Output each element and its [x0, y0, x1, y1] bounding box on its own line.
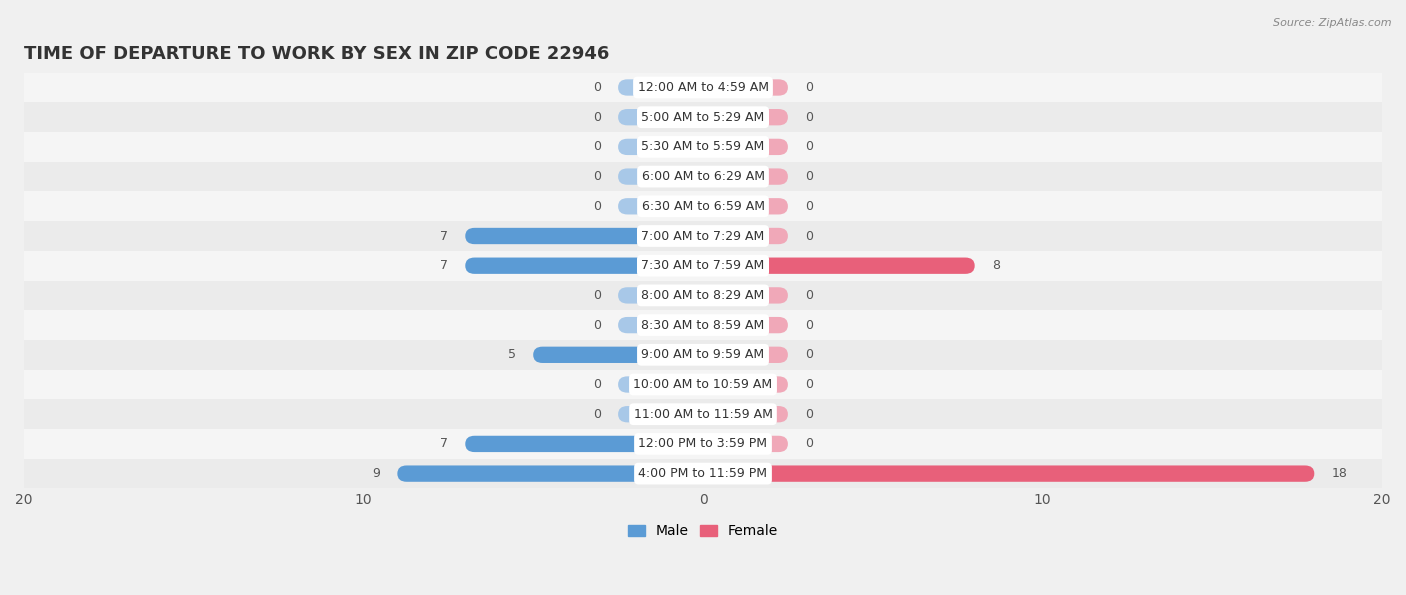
FancyBboxPatch shape	[619, 406, 703, 422]
FancyBboxPatch shape	[703, 347, 787, 363]
FancyBboxPatch shape	[24, 429, 1382, 459]
FancyBboxPatch shape	[619, 198, 703, 214]
Text: 5: 5	[508, 348, 516, 361]
Text: 0: 0	[804, 200, 813, 213]
FancyBboxPatch shape	[619, 317, 703, 333]
FancyBboxPatch shape	[24, 281, 1382, 310]
FancyBboxPatch shape	[703, 198, 787, 214]
Text: 12:00 AM to 4:59 AM: 12:00 AM to 4:59 AM	[637, 81, 769, 94]
FancyBboxPatch shape	[24, 340, 1382, 369]
FancyBboxPatch shape	[398, 465, 703, 482]
Text: 12:00 PM to 3:59 PM: 12:00 PM to 3:59 PM	[638, 437, 768, 450]
Text: 0: 0	[593, 140, 602, 154]
Text: 9:00 AM to 9:59 AM: 9:00 AM to 9:59 AM	[641, 348, 765, 361]
Text: 0: 0	[593, 408, 602, 421]
FancyBboxPatch shape	[703, 465, 1315, 482]
Text: 8: 8	[991, 259, 1000, 272]
FancyBboxPatch shape	[465, 228, 703, 244]
Text: 0: 0	[593, 318, 602, 331]
FancyBboxPatch shape	[703, 287, 787, 303]
FancyBboxPatch shape	[619, 79, 703, 96]
Text: 0: 0	[593, 289, 602, 302]
Text: 0: 0	[804, 437, 813, 450]
FancyBboxPatch shape	[703, 228, 787, 244]
Text: 0: 0	[593, 111, 602, 124]
FancyBboxPatch shape	[24, 251, 1382, 281]
FancyBboxPatch shape	[619, 139, 703, 155]
Text: 0: 0	[804, 140, 813, 154]
Text: 5:00 AM to 5:29 AM: 5:00 AM to 5:29 AM	[641, 111, 765, 124]
FancyBboxPatch shape	[24, 162, 1382, 192]
FancyBboxPatch shape	[703, 317, 787, 333]
Text: 0: 0	[804, 318, 813, 331]
FancyBboxPatch shape	[24, 459, 1382, 488]
FancyBboxPatch shape	[703, 139, 787, 155]
Text: 8:00 AM to 8:29 AM: 8:00 AM to 8:29 AM	[641, 289, 765, 302]
FancyBboxPatch shape	[465, 258, 703, 274]
FancyBboxPatch shape	[703, 377, 787, 393]
Text: TIME OF DEPARTURE TO WORK BY SEX IN ZIP CODE 22946: TIME OF DEPARTURE TO WORK BY SEX IN ZIP …	[24, 45, 609, 62]
Text: 0: 0	[593, 170, 602, 183]
FancyBboxPatch shape	[533, 347, 703, 363]
Text: 5:30 AM to 5:59 AM: 5:30 AM to 5:59 AM	[641, 140, 765, 154]
FancyBboxPatch shape	[703, 79, 787, 96]
Text: 0: 0	[804, 81, 813, 94]
FancyBboxPatch shape	[24, 73, 1382, 102]
Text: 0: 0	[804, 170, 813, 183]
FancyBboxPatch shape	[619, 109, 703, 126]
FancyBboxPatch shape	[24, 369, 1382, 399]
Text: 7: 7	[440, 230, 449, 243]
FancyBboxPatch shape	[24, 399, 1382, 429]
FancyBboxPatch shape	[24, 192, 1382, 221]
Text: 7: 7	[440, 437, 449, 450]
FancyBboxPatch shape	[619, 287, 703, 303]
Text: 7:00 AM to 7:29 AM: 7:00 AM to 7:29 AM	[641, 230, 765, 243]
Text: 6:30 AM to 6:59 AM: 6:30 AM to 6:59 AM	[641, 200, 765, 213]
FancyBboxPatch shape	[24, 221, 1382, 251]
Text: 0: 0	[593, 81, 602, 94]
Text: 0: 0	[804, 378, 813, 391]
FancyBboxPatch shape	[619, 168, 703, 185]
Text: 7: 7	[440, 259, 449, 272]
Text: 11:00 AM to 11:59 AM: 11:00 AM to 11:59 AM	[634, 408, 772, 421]
Text: Source: ZipAtlas.com: Source: ZipAtlas.com	[1274, 18, 1392, 28]
Text: 10:00 AM to 10:59 AM: 10:00 AM to 10:59 AM	[634, 378, 772, 391]
Text: 0: 0	[804, 111, 813, 124]
FancyBboxPatch shape	[24, 310, 1382, 340]
FancyBboxPatch shape	[703, 406, 787, 422]
FancyBboxPatch shape	[465, 436, 703, 452]
Text: 18: 18	[1331, 467, 1347, 480]
Text: 7:30 AM to 7:59 AM: 7:30 AM to 7:59 AM	[641, 259, 765, 272]
FancyBboxPatch shape	[619, 377, 703, 393]
Text: 0: 0	[804, 289, 813, 302]
FancyBboxPatch shape	[703, 436, 787, 452]
FancyBboxPatch shape	[24, 132, 1382, 162]
Text: 0: 0	[804, 408, 813, 421]
FancyBboxPatch shape	[703, 168, 787, 185]
FancyBboxPatch shape	[703, 109, 787, 126]
Text: 8:30 AM to 8:59 AM: 8:30 AM to 8:59 AM	[641, 318, 765, 331]
Text: 0: 0	[593, 200, 602, 213]
Legend: Male, Female: Male, Female	[623, 519, 783, 544]
Text: 0: 0	[804, 230, 813, 243]
Text: 4:00 PM to 11:59 PM: 4:00 PM to 11:59 PM	[638, 467, 768, 480]
FancyBboxPatch shape	[24, 102, 1382, 132]
FancyBboxPatch shape	[703, 258, 974, 274]
Text: 6:00 AM to 6:29 AM: 6:00 AM to 6:29 AM	[641, 170, 765, 183]
Text: 9: 9	[373, 467, 381, 480]
Text: 0: 0	[804, 348, 813, 361]
Text: 0: 0	[593, 378, 602, 391]
